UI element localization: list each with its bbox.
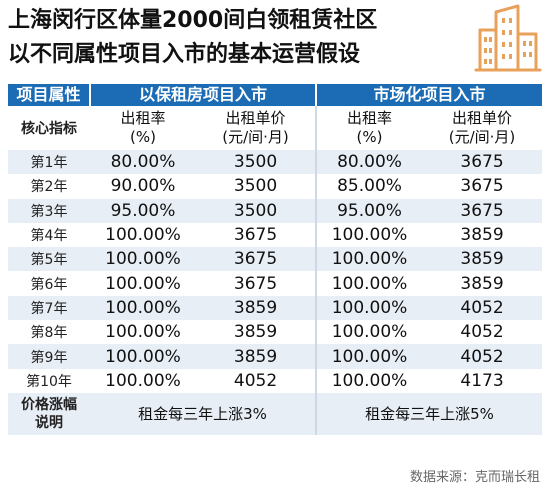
table-header-row: 项目属性 以保租房项目入市 市场化项目入市 — [8, 84, 543, 106]
price-increase-row: 价格涨幅 说明 租金每三年上涨3% 租金每三年上涨5% — [8, 392, 543, 435]
cell-year: 第6年 — [30, 276, 68, 293]
cell-year: 第3年 — [8, 198, 90, 223]
cell-a-rate: 100.00% — [105, 322, 181, 343]
cell-year: 第5年 — [8, 247, 90, 272]
header-group-market: 市场化项目入市 — [316, 84, 543, 106]
note-a-text: 租金每三年上涨3% — [90, 392, 317, 435]
cell-b-price: 3675 — [422, 150, 543, 175]
cell-b-rate: 80.00% — [315, 150, 423, 175]
table-row: 第10年 100.00% 4052 100.00% 4173 — [8, 368, 542, 393]
table-row: 第2年 90.00% 3500 85.00% 3675 — [8, 174, 542, 199]
cell-a-price: 3500 — [233, 176, 278, 197]
table-row: 第7年 100.00% 3859 100.00% 4052 — [8, 295, 543, 321]
cell-a-price: 3675 — [196, 247, 317, 272]
cell-a-rate: 100.00% — [105, 225, 181, 246]
cell-b-rate: 100.00% — [315, 271, 423, 296]
cell-b-price: 3859 — [460, 273, 504, 294]
subheader-a-price: 出租单价 (元/间·月) — [196, 106, 316, 150]
table-row: 第8年 100.00% 3859 100.00% 4052 — [8, 320, 542, 345]
cell-b-price: 4052 — [460, 322, 504, 343]
table-row: 第9年 100.00% 3859 100.00% 4052 — [8, 344, 543, 369]
cell-a-price: 3675 — [233, 225, 278, 246]
cell-a-rate: 100.00% — [90, 295, 196, 321]
cell-a-rate: 100.00% — [90, 247, 196, 272]
cell-a-price: 4052 — [233, 370, 278, 391]
cell-a-rate: 100.00% — [90, 344, 196, 369]
cell-b-rate: 100.00% — [315, 222, 423, 248]
cell-a-price: 3675 — [233, 273, 278, 294]
cell-a-rate: 100.00% — [105, 370, 181, 391]
subheader-b-occupancy: 出租率 (%) — [315, 106, 423, 150]
subheader-a-occupancy: 出租率 (%) — [90, 106, 196, 150]
subheader-b-price-l1: 出租单价 — [452, 109, 513, 127]
subheader-b-price: 出租单价 (元/间·月) — [422, 106, 542, 150]
note-label: 价格涨幅 说明 — [8, 392, 90, 435]
buildings-icon — [474, 4, 542, 72]
title-line-1: 上海闵行区体量2000间白领租赁社区 — [8, 8, 378, 33]
assumptions-table: 项目属性 以保租房项目入市 市场化项目入市 核心指标 出租率 (%) 出租单价 … — [8, 84, 543, 435]
cell-year: 第2年 — [30, 179, 68, 196]
cell-a-price: 3859 — [196, 344, 317, 369]
cell-a-price: 3500 — [196, 150, 317, 175]
cell-b-rate: 100.00% — [315, 344, 423, 369]
title-line-2: 以不同属性项目入市的基本运营假设 — [8, 42, 361, 67]
table-subheader-row: 核心指标 出租率 (%) 出租单价 (元/间·月) 出租率 (%) 出租单价 (… — [8, 106, 542, 150]
subheader-a-price-l2: (元/间·月) — [222, 128, 289, 146]
table-row: 第6年 100.00% 3675 100.00% 3859 — [8, 271, 542, 296]
cell-a-rate: 90.00% — [110, 176, 176, 197]
cell-year: 第1年 — [8, 150, 90, 175]
note-label-l1: 价格涨幅 — [21, 396, 77, 413]
subheader-b-occupancy-l1: 出租率 — [347, 109, 393, 127]
cell-b-rate: 100.00% — [315, 320, 423, 345]
table-row: 第5年 100.00% 3675 100.00% 3859 — [8, 247, 543, 272]
cell-a-rate: 100.00% — [105, 273, 181, 294]
note-label-l2: 说明 — [35, 414, 63, 431]
cell-a-rate: 95.00% — [90, 198, 196, 223]
cell-b-price: 4052 — [422, 344, 543, 369]
subheader-a-occupancy-l2: (%) — [130, 128, 156, 146]
cell-year: 第8年 — [30, 325, 68, 342]
header-group-affordable: 以保租房项目入市 — [90, 84, 318, 106]
title-block: 上海闵行区体量2000间白领租赁社区 以不同属性项目入市的基本运营假设 — [8, 4, 468, 72]
cell-year: 第10年 — [26, 373, 72, 390]
cell-year: 第7年 — [8, 295, 90, 321]
cell-b-rate: 100.00% — [315, 295, 423, 321]
cell-b-rate: 100.00% — [315, 368, 423, 393]
table-row: 第3年 95.00% 3500 95.00% 3675 — [8, 198, 543, 223]
cell-b-price: 4173 — [460, 370, 504, 391]
data-source: 数据来源：克而瑞长租 — [409, 470, 540, 485]
cell-b-rate: 95.00% — [315, 198, 423, 223]
cell-b-price: 3859 — [422, 247, 543, 272]
cell-b-rate: 85.00% — [315, 174, 423, 199]
note-b-text: 租金每三年上涨5% — [315, 392, 543, 435]
cell-year: 第9年 — [8, 344, 90, 369]
header-project-type: 项目属性 — [8, 84, 91, 106]
cell-year: 第4年 — [30, 228, 68, 245]
subheader-b-price-l2: (元/间·月) — [448, 128, 516, 146]
table-row: 第1年 80.00% 3500 80.00% 3675 — [8, 150, 543, 175]
cell-a-price: 3859 — [196, 295, 317, 321]
subheader-a-occupancy-l1: 出租率 — [120, 109, 166, 127]
cell-b-price: 3859 — [460, 225, 504, 246]
subheader-a-price-l1: 出租单价 — [225, 109, 286, 127]
cell-b-price: 4052 — [422, 295, 543, 321]
cell-a-price: 3859 — [233, 322, 278, 343]
cell-b-price: 3675 — [422, 198, 543, 223]
subheader-metric: 核心指标 — [21, 121, 77, 137]
table-row: 第4年 100.00% 3675 100.00% 3859 — [8, 222, 542, 248]
subheader-b-occupancy-l2: (%) — [356, 128, 383, 146]
cell-b-price: 3675 — [460, 176, 504, 197]
cell-a-price: 3500 — [196, 198, 317, 223]
cell-a-rate: 80.00% — [90, 150, 196, 175]
cell-b-rate: 100.00% — [315, 247, 423, 272]
